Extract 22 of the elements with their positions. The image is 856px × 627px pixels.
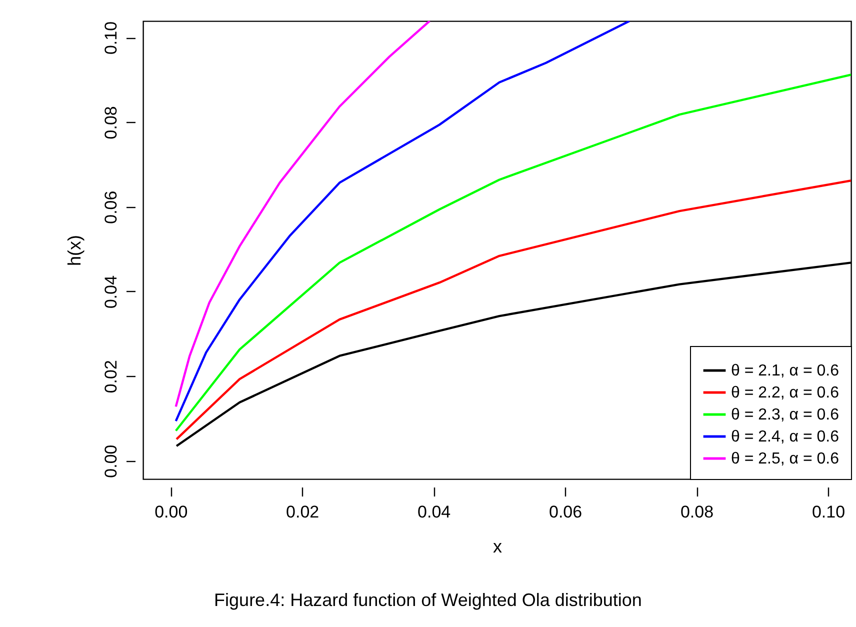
x-tick-label: 0.00 (154, 502, 188, 522)
legend-label: θ = 2.3, α = 0.6 (731, 406, 840, 424)
y-axis-title: h(x) (64, 235, 84, 266)
y-tick-label: 0.10 (102, 21, 120, 55)
legend-label: θ = 2.2, α = 0.6 (731, 384, 840, 402)
line-series (174, 21, 631, 422)
legend-label: θ = 2.4, α = 0.6 (731, 428, 840, 446)
y-tick-label: 0.04 (102, 275, 120, 309)
line-series (174, 21, 431, 408)
x-tick-label: 0.06 (548, 502, 582, 522)
y-tick-label: 0.00 (102, 444, 120, 478)
legend-label: θ = 2.1, α = 0.6 (731, 362, 840, 380)
x-axis-title: x (493, 536, 502, 556)
y-tick-label: 0.06 (102, 190, 120, 224)
x-tick-label: 0.10 (812, 502, 846, 522)
y-tick-label: 0.02 (102, 360, 120, 394)
legend-label: θ = 2.5, α = 0.6 (731, 450, 840, 468)
y-tick-label: 0.08 (102, 106, 120, 140)
text: Figure.4: Hazard function of Weighted Ola distribution (213, 590, 643, 611)
x-tick-label: 0.04 (418, 502, 451, 522)
x-tick-label: 0.08 (680, 502, 714, 522)
x-tick-label: 0.02 (286, 502, 320, 522)
